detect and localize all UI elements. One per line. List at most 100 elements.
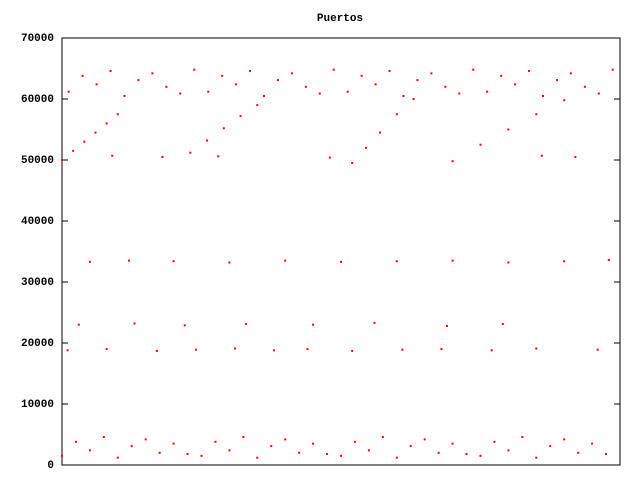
point bbox=[306, 348, 309, 351]
point bbox=[214, 440, 217, 443]
point bbox=[446, 324, 449, 327]
point bbox=[563, 99, 566, 102]
point bbox=[591, 442, 594, 445]
point bbox=[563, 438, 566, 441]
point bbox=[486, 90, 489, 93]
point bbox=[165, 85, 168, 88]
point bbox=[72, 149, 75, 152]
point bbox=[249, 69, 252, 72]
point bbox=[102, 435, 105, 438]
point bbox=[507, 449, 510, 452]
point bbox=[401, 348, 404, 351]
point bbox=[607, 259, 610, 262]
point bbox=[381, 435, 384, 438]
point bbox=[94, 131, 97, 134]
point bbox=[228, 261, 231, 264]
point bbox=[161, 155, 164, 158]
point bbox=[574, 155, 577, 158]
y-tick-label: 20000 bbox=[21, 338, 54, 350]
y-tick-label: 10000 bbox=[21, 399, 54, 411]
point bbox=[549, 445, 552, 448]
point bbox=[605, 453, 608, 456]
y-tick-label: 0 bbox=[47, 460, 54, 472]
point bbox=[77, 323, 80, 326]
point bbox=[451, 160, 454, 163]
point bbox=[528, 69, 531, 72]
point bbox=[360, 74, 363, 77]
point bbox=[312, 442, 315, 445]
point bbox=[402, 94, 405, 97]
point bbox=[412, 98, 415, 100]
point bbox=[458, 92, 461, 95]
point bbox=[365, 146, 368, 149]
point bbox=[105, 348, 108, 351]
point bbox=[395, 456, 398, 459]
point bbox=[88, 260, 91, 263]
point bbox=[109, 69, 112, 72]
point bbox=[242, 435, 245, 438]
point bbox=[256, 456, 259, 459]
point bbox=[130, 445, 133, 448]
point bbox=[222, 127, 225, 130]
point bbox=[563, 260, 566, 263]
point bbox=[179, 92, 182, 95]
point bbox=[235, 83, 238, 86]
point bbox=[74, 440, 77, 443]
point bbox=[437, 451, 440, 454]
point bbox=[83, 140, 86, 143]
point bbox=[395, 260, 398, 263]
point bbox=[116, 113, 119, 116]
point bbox=[535, 113, 538, 116]
point bbox=[440, 348, 443, 351]
point bbox=[451, 442, 454, 445]
point bbox=[500, 74, 503, 77]
point bbox=[256, 104, 259, 107]
point bbox=[66, 349, 69, 352]
plot-border bbox=[61, 37, 621, 466]
point bbox=[423, 438, 426, 441]
y-tick-label: 50000 bbox=[21, 155, 54, 167]
point bbox=[67, 90, 70, 93]
point bbox=[555, 79, 558, 82]
point bbox=[221, 74, 224, 77]
point bbox=[95, 83, 98, 86]
point bbox=[133, 322, 136, 325]
point bbox=[276, 79, 279, 82]
point bbox=[373, 321, 376, 324]
point bbox=[61, 454, 63, 457]
point bbox=[541, 94, 544, 97]
point bbox=[395, 113, 398, 116]
point bbox=[200, 454, 203, 457]
point bbox=[88, 449, 91, 452]
point bbox=[535, 456, 538, 459]
point bbox=[479, 143, 482, 146]
point bbox=[207, 90, 210, 93]
point bbox=[183, 324, 186, 327]
point bbox=[451, 259, 454, 262]
point bbox=[284, 259, 287, 262]
point bbox=[596, 348, 599, 351]
point bbox=[111, 154, 114, 157]
point bbox=[583, 85, 586, 88]
point bbox=[172, 260, 175, 263]
point bbox=[284, 438, 287, 441]
point bbox=[540, 154, 543, 157]
chart-title: Puertos bbox=[317, 13, 363, 25]
point bbox=[379, 131, 382, 134]
point bbox=[144, 438, 147, 441]
y-tick-label: 70000 bbox=[21, 33, 54, 45]
point bbox=[326, 453, 329, 456]
point bbox=[430, 72, 433, 75]
point bbox=[298, 451, 301, 454]
point bbox=[521, 435, 524, 438]
point bbox=[312, 323, 315, 326]
point bbox=[61, 159, 63, 161]
point bbox=[597, 92, 600, 95]
point bbox=[332, 68, 335, 71]
point bbox=[490, 349, 493, 352]
point bbox=[328, 156, 331, 159]
point bbox=[105, 122, 108, 125]
point bbox=[367, 449, 370, 452]
point bbox=[507, 128, 510, 131]
